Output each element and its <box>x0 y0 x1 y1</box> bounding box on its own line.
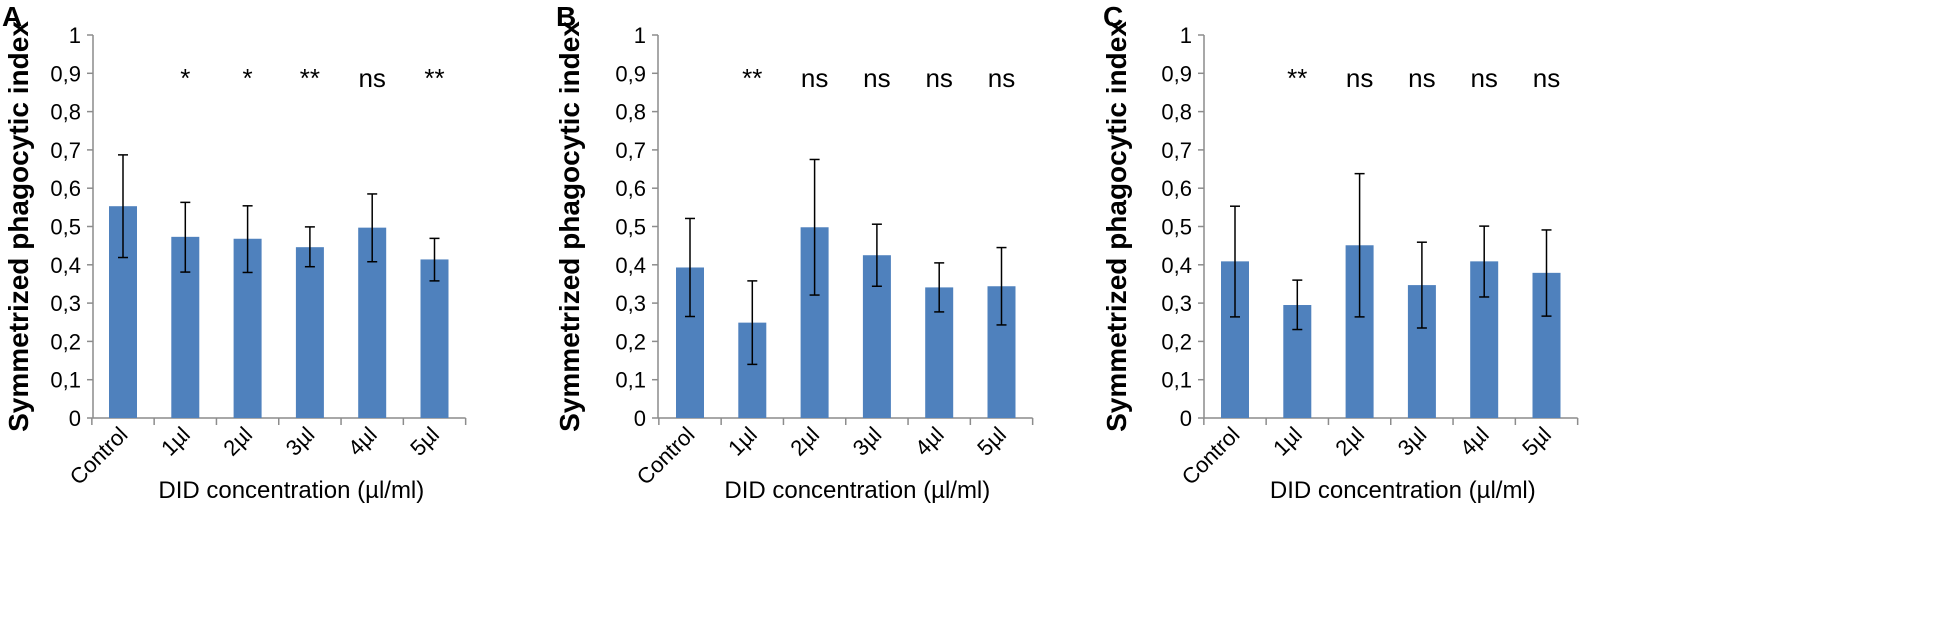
y-tick-label: 0,7 <box>50 138 81 163</box>
error-bar <box>809 158 820 296</box>
significance-label: ns <box>925 63 952 93</box>
panel-label: C <box>1103 1 1123 32</box>
y-tick-label: 0,8 <box>615 100 646 125</box>
significance-label: ns <box>988 63 1015 93</box>
error-bar <box>871 223 882 287</box>
x-tick-label: 5µl <box>1517 422 1556 461</box>
chart-panel-c: C 0 0,1 0,2 0,3 0,4 0,5 0,6 0,7 0,8 0,9 1 Control 1µl… <box>1101 1 1579 504</box>
significance-label: ns <box>1470 63 1497 93</box>
y-tick-label: 1 <box>1180 23 1192 48</box>
significance-label: * <box>243 63 253 93</box>
significance-label: ** <box>1287 63 1307 93</box>
y-tick-label: 0 <box>69 406 81 431</box>
y-axis-title: Symmetrized phagocytic index <box>554 21 585 432</box>
y-tick-label: 1 <box>69 23 81 48</box>
x-tick-label: 2µl <box>1330 422 1369 461</box>
x-tick-label: 4µl <box>1455 422 1494 461</box>
x-tick-label: 4µl <box>910 422 949 461</box>
error-bar <box>367 193 378 263</box>
significance-label: ** <box>424 63 444 93</box>
significance-label: ** <box>742 63 762 93</box>
significance-label: ** <box>300 63 320 93</box>
x-tick-label: 3µl <box>281 422 320 461</box>
x-tick-label: 1µl <box>156 422 195 461</box>
error-bar <box>934 262 945 313</box>
y-tick-label: 0,1 <box>1161 368 1192 393</box>
y-tick-label: 0,2 <box>615 329 646 354</box>
x-axis-title: DID concentration (µl/ml) <box>1270 477 1536 504</box>
x-axis-title: DID concentration (µl/ml) <box>724 477 990 504</box>
x-tick-label: 5µl <box>405 422 444 461</box>
y-tick-label: 0,6 <box>615 176 646 201</box>
x-tick-label: 3µl <box>1393 422 1432 461</box>
error-bar <box>1354 172 1365 318</box>
y-tick-label: 0,5 <box>615 215 646 240</box>
x-tick-label: Control <box>65 422 133 490</box>
x-tick-label: 2µl <box>785 422 824 461</box>
y-tick-label: 0,7 <box>1161 138 1192 163</box>
y-tick-label: 0,4 <box>615 253 646 278</box>
y-tick-label: 0,8 <box>1161 100 1192 125</box>
y-tick-label: 0,2 <box>1161 329 1192 354</box>
y-tick-label: 0,5 <box>50 215 81 240</box>
y-tick-label: 0,6 <box>50 176 81 201</box>
y-tick-label: 0,1 <box>50 368 81 393</box>
error-bar <box>747 280 758 366</box>
error-bar <box>1479 225 1490 298</box>
y-tick-label: 0,6 <box>1161 176 1192 201</box>
error-bar <box>1292 279 1303 331</box>
y-tick-label: 0,5 <box>1161 215 1192 240</box>
error-bar <box>118 154 128 259</box>
error-bar <box>304 226 315 268</box>
y-tick-label: 0 <box>634 406 646 431</box>
error-bar <box>1416 241 1427 329</box>
y-tick-label: 1 <box>634 23 646 48</box>
y-axis-title: Symmetrized phagocytic index <box>1101 21 1132 432</box>
y-tick-label: 0,3 <box>50 291 81 316</box>
significance-label: ns <box>1533 63 1560 93</box>
x-tick-label: 2µl <box>218 422 257 461</box>
x-tick-label: 1µl <box>723 422 762 461</box>
y-tick-label: 0,9 <box>50 61 81 86</box>
y-axis-title: Symmetrized phagocytic index <box>3 21 34 432</box>
chart-panel-b: B 0 0,1 0,2 0,3 0,4 0,5 0,6 0,7 0,8 0,9 1 Control 1µl… <box>554 1 1034 504</box>
chart-panel-a: A 0 0,1 0,2 0,3 0,4 0,5 0,6 0,7 0,8 0,9 1 Control 1µl… <box>2 1 467 504</box>
y-tick-label: 0 <box>1180 406 1192 431</box>
y-tick-label: 0,9 <box>615 61 646 86</box>
error-bar <box>1230 205 1240 318</box>
y-tick-label: 0,1 <box>615 368 646 393</box>
x-tick-label: 1µl <box>1268 422 1307 461</box>
y-tick-label: 0,4 <box>1161 253 1192 278</box>
y-tick-label: 0,8 <box>50 100 81 125</box>
significance-label: ns <box>863 63 890 93</box>
x-tick-label: 5µl <box>972 422 1011 461</box>
error-bar <box>1541 229 1552 317</box>
significance-label: ns <box>358 63 385 93</box>
y-tick-label: 0,2 <box>50 329 81 354</box>
y-tick-label: 0,4 <box>50 253 81 278</box>
error-bar <box>685 217 695 318</box>
y-tick-label: 0,3 <box>1161 291 1192 316</box>
significance-label: ns <box>1408 63 1435 93</box>
error-bar <box>242 205 253 274</box>
x-tick-label: 4µl <box>343 422 382 461</box>
significance-label: ns <box>1346 63 1373 93</box>
error-bar <box>996 246 1007 326</box>
significance-label: ns <box>801 63 828 93</box>
bar-5µl <box>420 259 449 418</box>
y-tick-label: 0,3 <box>615 291 646 316</box>
error-bar <box>429 237 440 282</box>
bar-3µl <box>295 247 324 418</box>
panel-label: A <box>2 1 22 32</box>
error-bar <box>180 201 191 273</box>
x-axis-title: DID concentration (µl/ml) <box>158 477 424 504</box>
panel-label: B <box>556 1 576 32</box>
x-tick-label: 3µl <box>848 422 887 461</box>
y-tick-label: 0,7 <box>615 138 646 163</box>
y-tick-label: 0,9 <box>1161 61 1192 86</box>
significance-label: * <box>180 63 190 93</box>
x-tick-label: Control <box>1177 422 1245 490</box>
x-tick-label: Control <box>632 422 700 490</box>
